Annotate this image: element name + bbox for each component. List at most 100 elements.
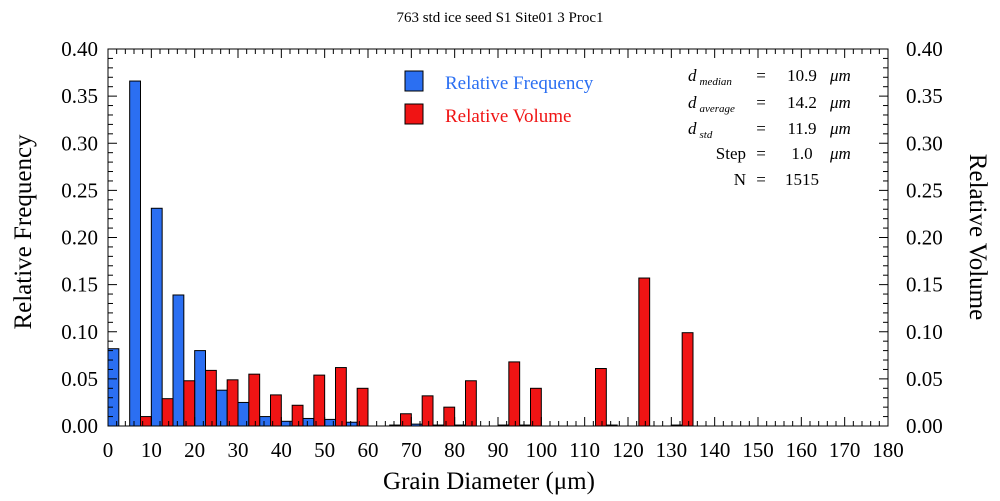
volume-bar — [183, 380, 196, 427]
stat-unit: μm — [829, 144, 851, 163]
x-tick-label: 60 — [358, 438, 379, 462]
y-tick-label-left: 0.05 — [61, 367, 98, 391]
stat-value: 14.2 — [787, 93, 817, 112]
y-tick-label-right: 0.15 — [906, 273, 943, 297]
y-tick-label-right: 0.05 — [906, 367, 943, 391]
volume-bar — [400, 413, 412, 427]
y-tick-label-right: 0.30 — [906, 131, 943, 155]
x-tick-label: 180 — [872, 438, 904, 462]
y-tick-label-left: 0.35 — [61, 84, 98, 108]
y-tick-label-left: 0.40 — [61, 37, 98, 61]
volume-bar — [335, 367, 347, 427]
y-tick-label-right: 0.10 — [906, 320, 943, 344]
stat-unit: μm — [829, 66, 851, 85]
x-tick-label: 90 — [488, 438, 509, 462]
stat-unit: μm — [829, 119, 851, 138]
frequency-bar — [345, 421, 358, 427]
y-axis-title-right: Relative Volume — [964, 154, 991, 320]
statistics-box: d median = 10.9 μm d average = 14.2 μm d std = 11.9 μm… — [688, 66, 851, 189]
frequency-bar — [280, 420, 293, 427]
stat-equals: = — [756, 144, 766, 163]
frequency-bar — [237, 401, 250, 427]
x-tick-label: 70 — [401, 438, 422, 462]
volume-bar — [161, 398, 174, 427]
legend-swatch-volume — [404, 103, 424, 125]
frequency-bar — [259, 416, 272, 427]
volume-bar — [226, 379, 239, 427]
volume-bar — [638, 277, 651, 427]
stat-symbol: d average — [688, 93, 735, 115]
y-tick-label-right: 0.40 — [906, 37, 943, 61]
y-tick-label-left: 0.15 — [61, 273, 98, 297]
x-tick-label: 0 — [103, 438, 114, 462]
x-tick-label: 140 — [699, 438, 731, 462]
x-axis-title: Grain Diameter (μm) — [383, 468, 595, 495]
frequency-bar — [150, 207, 163, 427]
frequency-bar — [324, 418, 337, 427]
chart-title: 763 std ice seed S1 Site01 3 Proc1 — [396, 10, 603, 26]
frequency-bar — [194, 350, 206, 427]
volume-bar — [508, 361, 521, 427]
volume-bar — [270, 394, 282, 427]
stat-row: N = 1515 — [734, 170, 819, 189]
y-tick-label-left: 0.25 — [61, 178, 98, 202]
frequency-bar — [172, 294, 185, 427]
frequency-bar — [215, 389, 228, 427]
volume-bar — [443, 406, 456, 427]
stat-label: N — [734, 170, 746, 189]
stat-row: d median = 10.9 μm — [688, 66, 851, 88]
stat-symbol: d median — [688, 66, 732, 88]
legend-label-frequency: Relative Frequency — [445, 73, 594, 94]
volume-bar — [681, 332, 694, 427]
x-tick-label: 110 — [569, 438, 600, 462]
volume-bar — [465, 380, 477, 427]
stat-row: d average = 14.2 μm — [688, 93, 851, 115]
volume-bar — [205, 369, 217, 427]
x-tick-label: 120 — [612, 438, 644, 462]
volume-bar — [313, 374, 326, 427]
y-tick-label-left: 0.20 — [61, 226, 98, 250]
x-tick-label: 160 — [786, 438, 818, 462]
frequency-bar — [302, 417, 315, 427]
volume-bar — [140, 416, 152, 427]
y-tick-label-right: 0.35 — [906, 84, 943, 108]
y-axis-title-left: Relative Frequency — [10, 134, 37, 330]
stat-equals: = — [756, 66, 766, 85]
y-tick-label-right: 0.25 — [906, 178, 943, 202]
x-tick-label: 80 — [444, 438, 465, 462]
y-tick-label-right: 0.20 — [906, 226, 943, 250]
stat-value: 1515 — [785, 170, 819, 189]
x-tick-label: 20 — [184, 438, 205, 462]
volume-bar — [530, 387, 542, 427]
stat-label: Step — [716, 144, 746, 163]
x-tick-label: 50 — [314, 438, 335, 462]
tick-labels-layer: 0 10 20 30 40 50 60 70 80 90 100 110 120 130 140 150 160… — [61, 37, 943, 462]
x-tick-label: 130 — [656, 438, 688, 462]
frequency-bar — [129, 80, 141, 427]
stat-value: 1.0 — [791, 144, 812, 163]
stat-equals: = — [756, 170, 766, 189]
legend-label-volume: Relative Volume — [445, 106, 571, 127]
stat-row: Step = 1.0 μm — [716, 144, 851, 163]
x-tick-label: 170 — [829, 438, 861, 462]
volume-bar — [356, 387, 369, 427]
y-tick-label-right: 0.00 — [906, 414, 943, 438]
stat-value: 11.9 — [787, 119, 816, 138]
ticks-layer — [107, 48, 889, 427]
x-tick-label: 100 — [526, 438, 558, 462]
y-tick-label-left: 0.30 — [61, 131, 98, 155]
x-tick-label: 40 — [271, 438, 292, 462]
stat-value: 10.9 — [787, 66, 817, 85]
volume-bar — [248, 373, 261, 427]
stat-symbol: d std — [688, 119, 713, 141]
y-tick-label-left: 0.10 — [61, 320, 98, 344]
x-tick-label: 30 — [228, 438, 249, 462]
stat-equals: = — [756, 93, 766, 112]
stat-row: d std = 11.9 μm — [688, 119, 851, 141]
volume-bar — [421, 395, 434, 427]
volume-bar — [595, 368, 607, 427]
y-tick-label-left: 0.00 — [61, 414, 98, 438]
legend-swatch-frequency — [404, 70, 424, 92]
volume-bar — [291, 404, 304, 427]
